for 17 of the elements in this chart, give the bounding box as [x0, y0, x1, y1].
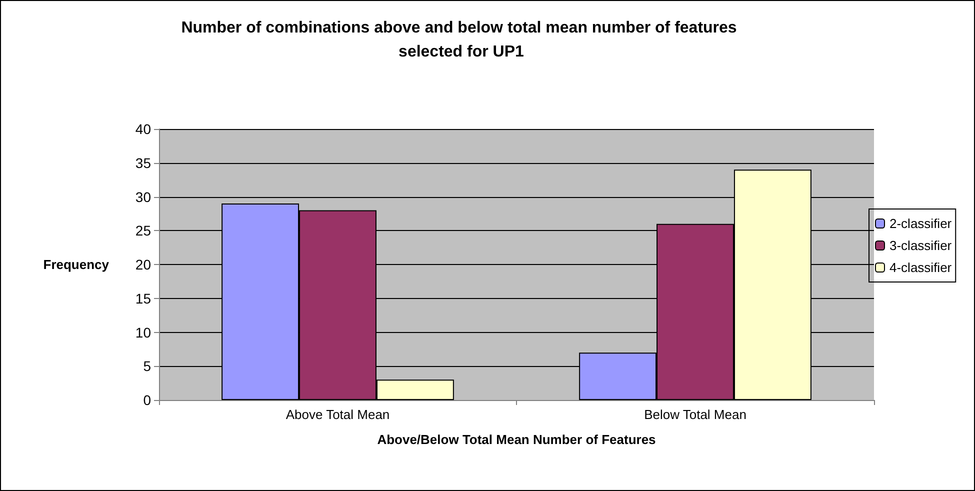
y-tick-label: 15 [135, 290, 152, 306]
y-tick-label: 30 [135, 188, 152, 205]
legend-label: 3-classifier [890, 238, 952, 253]
legend-label: 2-classifier [890, 216, 952, 231]
y-tick-label: 5 [143, 358, 152, 374]
y-tick-label: 40 [135, 121, 152, 137]
y-tick-label: 10 [135, 324, 152, 340]
y-tick-label: 0 [143, 392, 152, 408]
y-axis-title: Frequency [43, 257, 110, 272]
x-axis-title: Above/Below Total Mean Number of Features [377, 432, 656, 447]
x-tick-label: Above Total Mean [286, 407, 390, 422]
y-tick-label: 35 [135, 154, 152, 171]
chart-title: Number of combinations above and below total mean number of features selected for UP1 [181, 20, 737, 60]
legend-label: 4-classifier [890, 260, 952, 275]
y-tick-label: 20 [135, 256, 152, 272]
y-tick-label: 25 [135, 222, 152, 239]
x-tick-label: Below Total Mean [644, 407, 746, 422]
